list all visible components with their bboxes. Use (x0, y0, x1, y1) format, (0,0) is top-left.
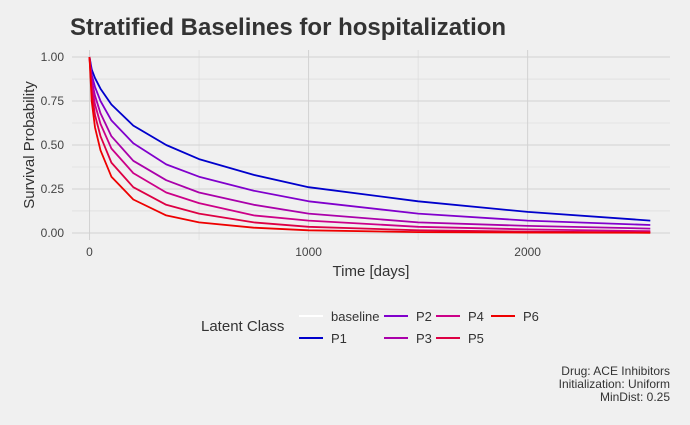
legend-item-p2: P2 (384, 307, 432, 325)
x-axis-label: Time [days] (333, 263, 410, 280)
caption-initialization: Initialization: Uniform (558, 377, 670, 391)
y-tick-label: 0.25 (41, 182, 65, 196)
legend-label: baseline (331, 308, 380, 324)
x-tick-label: 2000 (514, 245, 541, 259)
legend-swatch (384, 337, 408, 339)
series-line-p6 (88, 56, 651, 234)
y-axis-ticks: 0.00 0.25 0.50 0.75 1.00 (41, 50, 65, 240)
legend-item-p1: P1 (299, 329, 347, 347)
y-tick-label: 0.50 (41, 138, 65, 152)
x-axis-ticks: 0 1000 2000 (86, 245, 541, 259)
legend-swatch (491, 315, 515, 317)
series-line-p4 (88, 56, 651, 233)
series-line-p3 (88, 56, 651, 230)
y-tick-label: 1.00 (41, 50, 65, 64)
chart-title: Stratified Baselines for hospitalization (70, 14, 507, 41)
legend-item-p4: P4 (436, 307, 484, 325)
legend-label: P6 (523, 308, 539, 324)
series-line-baseline (88, 56, 651, 226)
series-line-p1 (88, 56, 651, 222)
y-tick-label: 0.00 (41, 226, 65, 240)
caption-drug: Drug: ACE Inhibitors (561, 364, 670, 378)
grid-lines (72, 50, 670, 240)
legend-label: P1 (331, 330, 347, 346)
series-line-p5 (88, 56, 651, 234)
series-line-p2 (88, 56, 651, 226)
legend-swatch (384, 315, 408, 317)
y-axis-label: Survival Probability (21, 81, 38, 209)
legend-title: Latent Class (201, 318, 285, 335)
legend-item-p6: P6 (491, 307, 539, 325)
chart-caption: Drug: ACE Inhibitors Initialization: Uni… (559, 365, 670, 404)
legend-swatch (436, 315, 460, 317)
legend-label: P4 (468, 308, 484, 324)
legend-item-p5: P5 (436, 329, 484, 347)
legend-label: P5 (468, 330, 484, 346)
legend-swatch (436, 337, 460, 339)
series-lines (88, 56, 651, 234)
legend-label: P2 (416, 308, 432, 324)
legend-swatch (299, 315, 323, 317)
y-tick-label: 0.75 (41, 94, 65, 108)
legend-swatch (299, 337, 323, 339)
legend-item-baseline: baseline (299, 307, 379, 325)
caption-mindist: MinDist: 0.25 (599, 390, 670, 404)
x-tick-label: 1000 (295, 245, 322, 259)
x-tick-label: 0 (86, 245, 93, 259)
legend-item-p3: P3 (384, 329, 432, 347)
legend-label: P3 (416, 330, 432, 346)
